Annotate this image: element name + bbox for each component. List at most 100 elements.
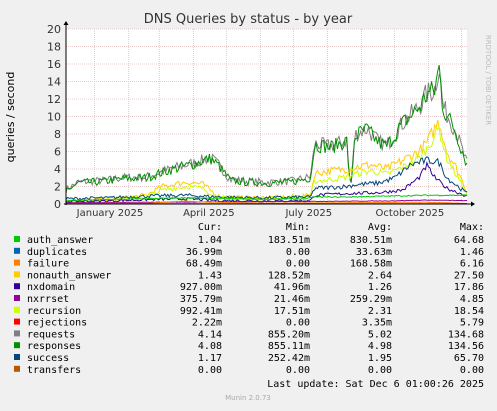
x-axis-arrow <box>471 202 475 207</box>
legend-value-avg: 1.26 <box>368 282 392 293</box>
legend-series-name: failure <box>27 259 69 270</box>
legend-swatch-nonauth_answer <box>14 271 20 277</box>
legend-series-name: auth_answer <box>27 235 93 246</box>
legend-column-header: Max: <box>460 222 484 233</box>
legend-value-min: 252.42m <box>268 353 310 364</box>
rrdtool-credit: RRDTOOL / TOBI OETIKER <box>484 35 492 125</box>
y-tick-label: 2 <box>54 181 61 194</box>
legend-swatch-nxdomain <box>14 283 20 289</box>
legend-swatch-responses <box>14 342 20 348</box>
legend-value-max: 17.86 <box>454 282 484 293</box>
legend-value-avg: 3.35m <box>362 318 392 329</box>
legend-value-min: 183.51m <box>268 235 310 246</box>
legend-value-max: 134.56 <box>448 341 484 352</box>
legend-swatch-failure <box>14 260 20 266</box>
legend-series-name: duplicates <box>27 247 87 258</box>
chart-title: DNS Queries by status - by year <box>144 12 353 27</box>
x-tick-label: July 2025 <box>284 208 332 219</box>
legend-value-cur: 1.43 <box>198 270 222 281</box>
legend-value-max: 6.16 <box>460 259 484 270</box>
legend-value-max: 0.00 <box>460 365 484 376</box>
legend-value-min: 128.52m <box>268 270 310 281</box>
legend-series-name: transfers <box>27 365 81 376</box>
legend-series-name: responses <box>27 341 81 352</box>
legend-series-name: rejections <box>27 318 87 329</box>
legend-swatch-transfers <box>14 366 20 372</box>
x-tick-label: April 2025 <box>183 208 234 219</box>
last-update: Last update: Sat Dec 6 01:00:26 2025 <box>267 379 484 390</box>
legend-value-avg: 2.64 <box>368 270 392 281</box>
legend-value-max: 134.68 <box>448 329 484 340</box>
legend-value-max: 65.70 <box>454 353 484 364</box>
legend-value-min: 0.00 <box>286 247 310 258</box>
legend-value-cur: 68.49m <box>186 259 222 270</box>
legend-value-max: 1.46 <box>460 247 484 258</box>
legend-column-header: Avg: <box>368 222 392 233</box>
y-tick-label: 10 <box>47 111 61 124</box>
legend-series-name: success <box>27 353 69 364</box>
y-tick-label: 14 <box>47 76 61 89</box>
legend-value-avg: 830.51m <box>350 235 392 246</box>
legend-value-avg: 259.29m <box>350 294 392 305</box>
x-tick-label: October 2025 <box>376 208 445 219</box>
legend-swatch-nxrrset <box>14 295 20 301</box>
legend-value-avg: 33.63m <box>356 247 392 258</box>
y-tick-label: 18 <box>47 41 61 54</box>
y-tick-label: 6 <box>54 146 61 159</box>
legend-value-cur: 992.41m <box>180 306 222 317</box>
y-tick-label: 0 <box>54 198 61 211</box>
legend-value-cur: 2.22m <box>192 318 222 329</box>
legend-value-min: 41.96m <box>274 282 310 293</box>
legend-value-cur: 4.14 <box>198 329 222 340</box>
legend-column-header: Cur: <box>198 222 222 233</box>
legend-value-min: 0.00 <box>286 365 310 376</box>
legend-value-avg: 5.02 <box>368 329 392 340</box>
legend-swatch-requests <box>14 330 20 336</box>
legend-value-avg: 2.31 <box>368 306 392 317</box>
legend-swatch-duplicates <box>14 248 20 254</box>
x-tick-label: January 2025 <box>76 208 144 219</box>
legend-value-min: 0.00 <box>286 259 310 270</box>
y-tick-label: 8 <box>54 128 61 141</box>
munin-version: Munin 2.0.73 <box>225 394 271 402</box>
legend-series-name: nxrrset <box>27 294 69 305</box>
legend: Cur: Min: Avg: Max: auth_answer 1.04 183.51m 83… <box>14 222 484 376</box>
y-axis-label: queries / second <box>4 72 17 163</box>
legend-value-avg: 168.58m <box>350 259 392 270</box>
legend-value-min: 855.20m <box>268 329 310 340</box>
legend-value-max: 27.50 <box>454 270 484 281</box>
legend-value-min: 21.46m <box>274 294 310 305</box>
legend-value-min: 855.11m <box>268 341 310 352</box>
legend-value-cur: 1.04 <box>198 235 222 246</box>
legend-series-name: nonauth_answer <box>27 270 111 281</box>
legend-value-min: 17.51m <box>274 306 310 317</box>
legend-value-max: 18.54 <box>454 306 484 317</box>
legend-swatch-rejections <box>14 319 20 325</box>
y-tick-label: 12 <box>47 93 61 106</box>
legend-value-cur: 0.00 <box>198 365 222 376</box>
legend-swatch-recursion <box>14 307 20 313</box>
legend-value-max: 64.68 <box>454 235 484 246</box>
legend-value-avg: 0.00 <box>368 365 392 376</box>
legend-swatch-auth_answer <box>14 236 20 242</box>
y-axis-arrow <box>64 21 69 25</box>
legend-value-max: 5.79 <box>460 318 484 329</box>
legend-value-cur: 4.08 <box>198 341 222 352</box>
legend-value-avg: 4.98 <box>368 341 392 352</box>
y-tick-label: 4 <box>54 163 61 176</box>
legend-series-name: nxdomain <box>27 282 75 293</box>
legend-value-cur: 927.00m <box>180 282 222 293</box>
legend-value-min: 0.00 <box>286 318 310 329</box>
y-tick-label: 16 <box>47 58 61 71</box>
legend-value-cur: 375.79m <box>180 294 222 305</box>
legend-swatch-success <box>14 354 20 360</box>
legend-series-name: requests <box>27 329 75 340</box>
y-tick-label: 20 <box>47 23 61 36</box>
legend-column-header: Min: <box>286 222 310 233</box>
legend-value-max: 4.85 <box>460 294 484 305</box>
legend-value-avg: 1.95 <box>368 353 392 364</box>
legend-value-cur: 1.17 <box>198 353 222 364</box>
legend-series-name: recursion <box>27 306 81 317</box>
